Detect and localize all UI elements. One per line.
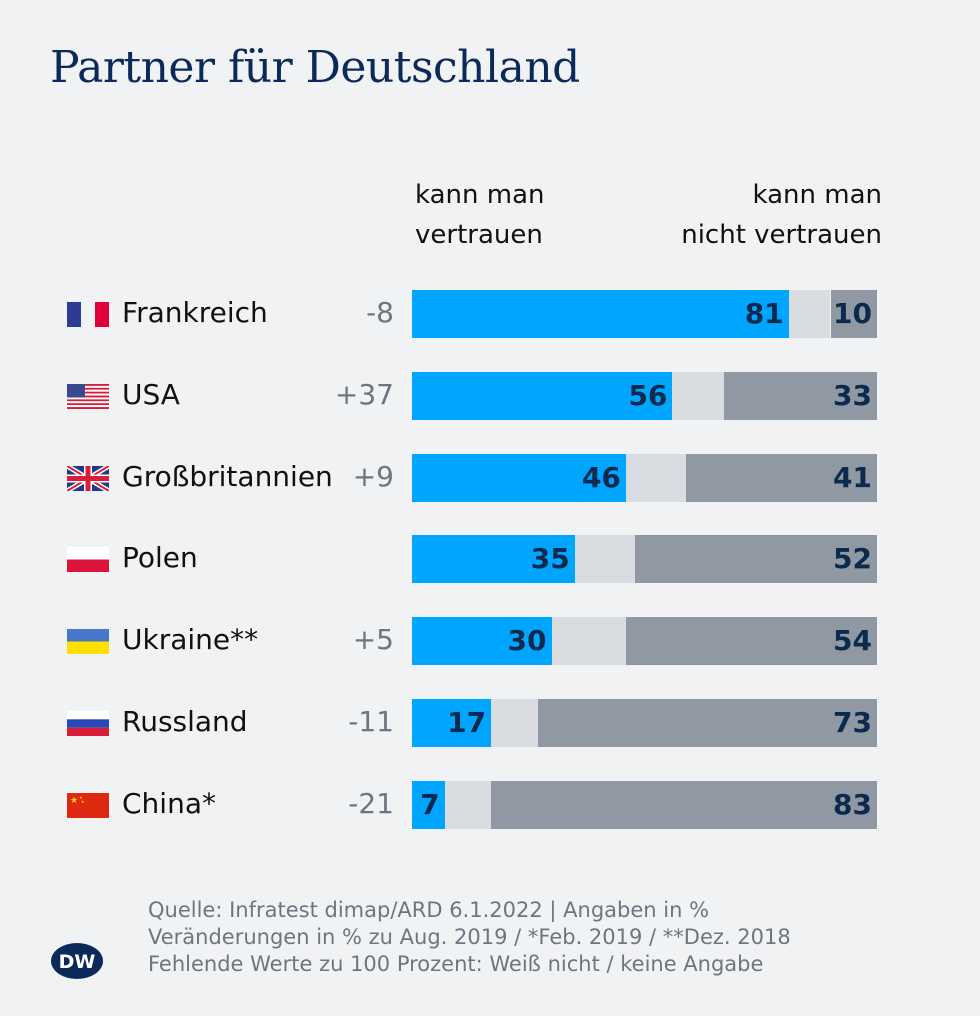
no-answer-bar [551,617,626,665]
dw-logo: DW [51,943,103,979]
chart-row: Polen 35 52 [0,535,980,583]
change-value: -21 [348,787,394,820]
trust-bar [412,781,445,829]
trust-value-label: 7 [420,788,440,821]
country-label: Großbritannien [122,460,333,493]
svg-text:★: ★ [70,796,78,806]
distrust-bar [723,372,877,420]
changes-note: Veränderungen in % zu Aug. 2019 / *Feb. … [148,925,791,949]
no-answer-bar [672,372,724,420]
trust-bar [412,535,575,583]
china-flag-icon: ★ ★★ [67,793,109,818]
distrust-value-label: 54 [833,624,872,657]
distrust-bar [491,781,877,829]
distrust-bar [830,290,877,338]
chart-row: Russland -11 17 73 [0,699,980,747]
trust-value-label: 30 [507,624,547,657]
column-header-distrust: kann man nicht vertrauen [681,175,882,255]
trust-value-label: 56 [628,379,668,412]
svg-text:★: ★ [79,795,83,800]
trust-bar [412,372,673,420]
trust-value-label: 17 [447,706,487,739]
distrust-bar [635,535,877,583]
no-answer-bar [491,699,538,747]
country-label: China* [122,787,216,820]
svg-text:★: ★ [81,799,85,804]
country-label: Ukraine** [122,623,259,656]
column-header-line: kann man [752,180,883,210]
change-value: -11 [348,705,394,738]
distrust-bar [686,454,877,502]
chart-row: Frankreich -8 81 10 [0,290,980,338]
no-answer-bar [625,454,687,502]
source-note: Quelle: Infratest dimap/ARD 6.1.2022 | A… [148,897,791,978]
trust-value-label: 35 [530,542,570,575]
column-header-trust: kann man vertrauen [415,175,545,255]
distrust-bar [537,699,877,747]
trust-bar [412,290,789,338]
missing-values-note: Fehlende Werte zu 100 Prozent: Weiß nich… [148,952,764,976]
distrust-bar [625,617,877,665]
poland-flag-icon [67,547,109,572]
distrust-value-label: 41 [833,461,872,494]
trust-value-label: 81 [744,297,784,330]
trust-bar [412,617,552,665]
trust-bar [412,454,626,502]
distrust-value-label: 73 [833,706,872,739]
country-label: Russland [122,705,248,738]
column-header-line: kann man [415,180,545,210]
chart-row: Großbritannien +9 46 41 [0,454,980,502]
france-flag-icon [67,302,109,327]
ukraine-flag-icon [67,629,109,654]
change-value: -8 [366,296,394,329]
svg-text:DW: DW [59,951,96,973]
chart-row: USA +37 56 33 [0,372,980,420]
distrust-value-label: 52 [833,542,872,575]
country-label: Polen [122,541,198,574]
change-value: +9 [352,460,394,493]
usa-flag-icon [67,384,109,409]
chart-row: Ukraine** +5 30 54 [0,617,980,665]
column-header-line: vertrauen [415,220,543,250]
source-line: Quelle: Infratest dimap/ARD 6.1.2022 | A… [148,898,710,922]
column-header-line: nicht vertrauen [681,220,882,250]
no-answer-bar [444,781,492,829]
chart-row: ★ ★ ★ China* -21 7 83 [0,781,980,829]
country-label: Frankreich [122,296,268,329]
change-value: +37 [334,378,394,411]
russia-flag-icon [67,711,109,736]
no-answer-bar [574,535,636,583]
uk-flag-icon [67,466,109,491]
country-label: USA [122,378,180,411]
no-answer-bar [788,290,831,338]
distrust-value-label: 10 [833,297,872,330]
distrust-value-label: 83 [833,788,872,821]
distrust-value-label: 33 [833,379,872,412]
change-value: +5 [352,623,394,656]
trust-value-label: 46 [581,461,621,494]
trust-bar [412,699,492,747]
chart-title: Partner für Deutschland [50,42,580,93]
